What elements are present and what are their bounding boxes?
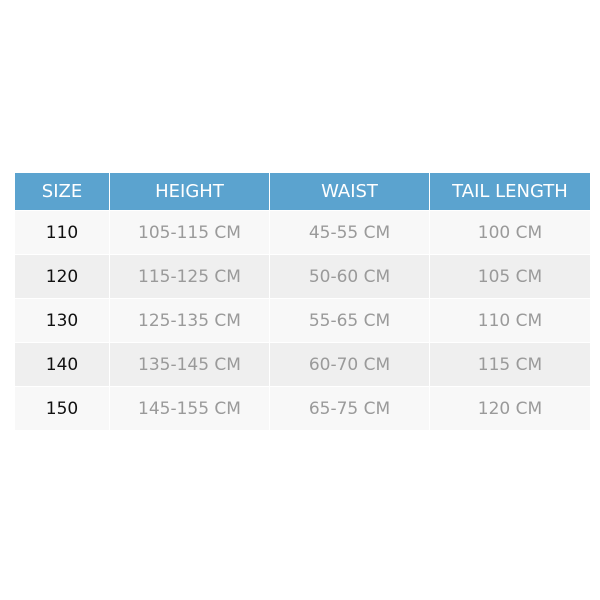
cell-size: 130: [14, 298, 110, 343]
cell-height: 115-125 CM: [109, 254, 270, 299]
cell-tail-length: 120 CM: [429, 386, 591, 431]
cell-height: 135-145 CM: [109, 342, 270, 387]
cell-size: 150: [14, 386, 110, 431]
cell-tail-length: 100 CM: [429, 210, 591, 255]
cell-tail-length: 115 CM: [429, 342, 591, 387]
table-row: 150 145-155 CM 65-75 CM 120 CM: [14, 386, 591, 431]
cell-height: 125-135 CM: [109, 298, 270, 343]
cell-waist: 55-65 CM: [269, 298, 430, 343]
header-height: HEIGHT: [109, 172, 270, 211]
header-row: SIZE HEIGHT WAIST TAIL LENGTH: [14, 172, 591, 211]
cell-waist: 60-70 CM: [269, 342, 430, 387]
header-waist: WAIST: [269, 172, 430, 211]
cell-height: 105-115 CM: [109, 210, 270, 255]
cell-waist: 50-60 CM: [269, 254, 430, 299]
cell-height: 145-155 CM: [109, 386, 270, 431]
cell-waist: 65-75 CM: [269, 386, 430, 431]
table-row: 140 135-145 CM 60-70 CM 115 CM: [14, 342, 591, 387]
cell-size: 140: [14, 342, 110, 387]
cell-tail-length: 110 CM: [429, 298, 591, 343]
cell-size: 110: [14, 210, 110, 255]
cell-tail-length: 105 CM: [429, 254, 591, 299]
cell-size: 120: [14, 254, 110, 299]
header-size: SIZE: [14, 172, 110, 211]
header-tail-length: TAIL LENGTH: [429, 172, 591, 211]
cell-waist: 45-55 CM: [269, 210, 430, 255]
table-row: 120 115-125 CM 50-60 CM 105 CM: [14, 254, 591, 299]
table-row: 110 105-115 CM 45-55 CM 100 CM: [14, 210, 591, 255]
size-chart-table: SIZE HEIGHT WAIST TAIL LENGTH 110 105-115…: [14, 172, 591, 431]
table-row: 130 125-135 CM 55-65 CM 110 CM: [14, 298, 591, 343]
